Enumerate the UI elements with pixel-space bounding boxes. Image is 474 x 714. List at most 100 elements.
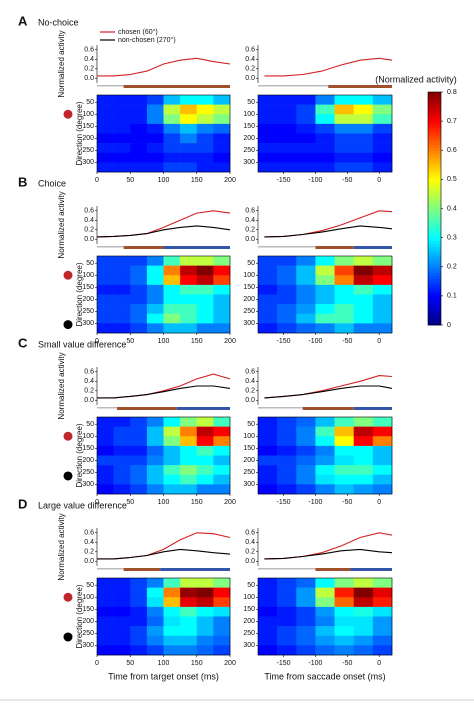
heat-cell <box>277 635 297 646</box>
colorbar-step <box>428 319 441 323</box>
heat-cell <box>296 417 316 427</box>
heat-cell <box>353 455 374 466</box>
heat-cell <box>97 256 114 266</box>
heat-cell <box>213 143 231 154</box>
heat-cell <box>97 323 114 334</box>
heat-cell <box>334 436 355 447</box>
heat-cell <box>163 265 181 276</box>
heat-cell <box>113 445 131 456</box>
heat-cell <box>296 284 316 295</box>
colorbar-tick-label: 0 <box>447 322 451 329</box>
heat-y-label: Direction (degree) <box>75 101 84 165</box>
heat-cell <box>196 323 214 334</box>
heat-cell <box>163 417 181 427</box>
heat-cell <box>258 626 278 637</box>
heat-cell <box>146 635 164 646</box>
colorbar-step <box>428 103 441 107</box>
heat-cell <box>277 304 297 315</box>
heat-cell <box>113 616 131 627</box>
y-tick-label: 0.6 <box>84 530 94 537</box>
heat-cell <box>372 587 393 598</box>
y-tick-label: 200 <box>243 135 255 142</box>
x-tick-label: 50 <box>126 177 134 184</box>
heat-cell <box>372 616 393 627</box>
heat-cell <box>113 114 131 125</box>
heat-cell <box>315 114 335 125</box>
epoch-bar <box>97 407 117 409</box>
heat-cell <box>196 635 214 646</box>
heat-cell <box>180 465 198 476</box>
heat-cell <box>163 426 181 437</box>
heat-cell <box>315 162 335 173</box>
heat-cell <box>196 143 214 154</box>
panel-title: No-choice <box>38 17 79 27</box>
colorbar-step <box>428 266 441 271</box>
heat-cell <box>315 265 335 276</box>
heat-cell <box>296 133 316 144</box>
heat-cell <box>163 95 181 105</box>
heat-cell <box>296 294 316 305</box>
heat-cell <box>163 484 181 495</box>
heat-cell <box>146 645 164 656</box>
heat-y-label: Direction (degree) <box>75 423 84 487</box>
heat-cell <box>113 265 131 276</box>
heat-cell <box>296 616 316 627</box>
heat-cell <box>353 95 374 105</box>
heat-cell <box>277 597 297 608</box>
heat-cell <box>196 114 214 125</box>
heat-cell <box>196 313 214 324</box>
x-tick-label: 50 <box>126 660 134 667</box>
y-tick-label: 200 <box>82 135 94 142</box>
heat-cell <box>258 104 278 115</box>
y-tick-label: 300 <box>82 159 94 166</box>
heat-cell <box>277 114 297 125</box>
heat-cell <box>334 256 355 266</box>
x-tick-label: -50 <box>342 177 352 184</box>
heat-cell <box>180 275 198 286</box>
heat-cell <box>196 284 214 295</box>
heat-cell <box>97 104 114 115</box>
heat-cell <box>213 626 231 637</box>
heat-cell <box>180 616 198 627</box>
colorbar-step <box>428 138 441 142</box>
colorbar-step <box>428 191 441 195</box>
y-tick-label: 150 <box>243 606 255 613</box>
colorbar-step <box>428 126 441 131</box>
heat-cell <box>315 597 335 608</box>
heat-cell <box>334 275 355 286</box>
heat-cell <box>113 152 131 163</box>
heat-cell <box>334 484 355 495</box>
heat-cell <box>334 133 355 144</box>
colorbar-tick-label: 0.7 <box>447 118 457 125</box>
heat-cell <box>353 114 374 125</box>
heat-cell <box>163 294 181 305</box>
colorbar-step <box>428 124 441 128</box>
line-y-label: Normalized activity <box>57 513 66 580</box>
heat-cell <box>334 114 355 125</box>
heat-cell <box>315 455 335 466</box>
x-tick-label: 150 <box>191 177 203 184</box>
heat-cell <box>196 606 214 617</box>
heat-cell <box>196 587 214 598</box>
heat-cell <box>130 426 148 437</box>
y-tick-label: 0.2 <box>84 227 94 234</box>
heat-cell <box>180 265 198 276</box>
activity-line <box>264 57 393 77</box>
x-tick-label: 150 <box>191 660 203 667</box>
heat-cell <box>372 597 393 608</box>
y-tick-label: 300 <box>82 481 94 488</box>
colorbar-step <box>428 158 441 163</box>
heat-cell <box>258 445 278 456</box>
y-tick-label: 300 <box>243 159 255 166</box>
heat-cell <box>213 578 231 588</box>
colorbar-step <box>428 292 441 297</box>
heat-cell <box>97 133 114 144</box>
heat-cell <box>146 265 164 276</box>
heat-cell <box>258 152 278 163</box>
heat-cell <box>163 436 181 447</box>
heat-cell <box>163 123 181 134</box>
colorbar-step <box>428 228 441 233</box>
heat-cell <box>296 256 316 266</box>
activity-line <box>97 57 231 77</box>
y-tick-label: 150 <box>82 123 94 130</box>
